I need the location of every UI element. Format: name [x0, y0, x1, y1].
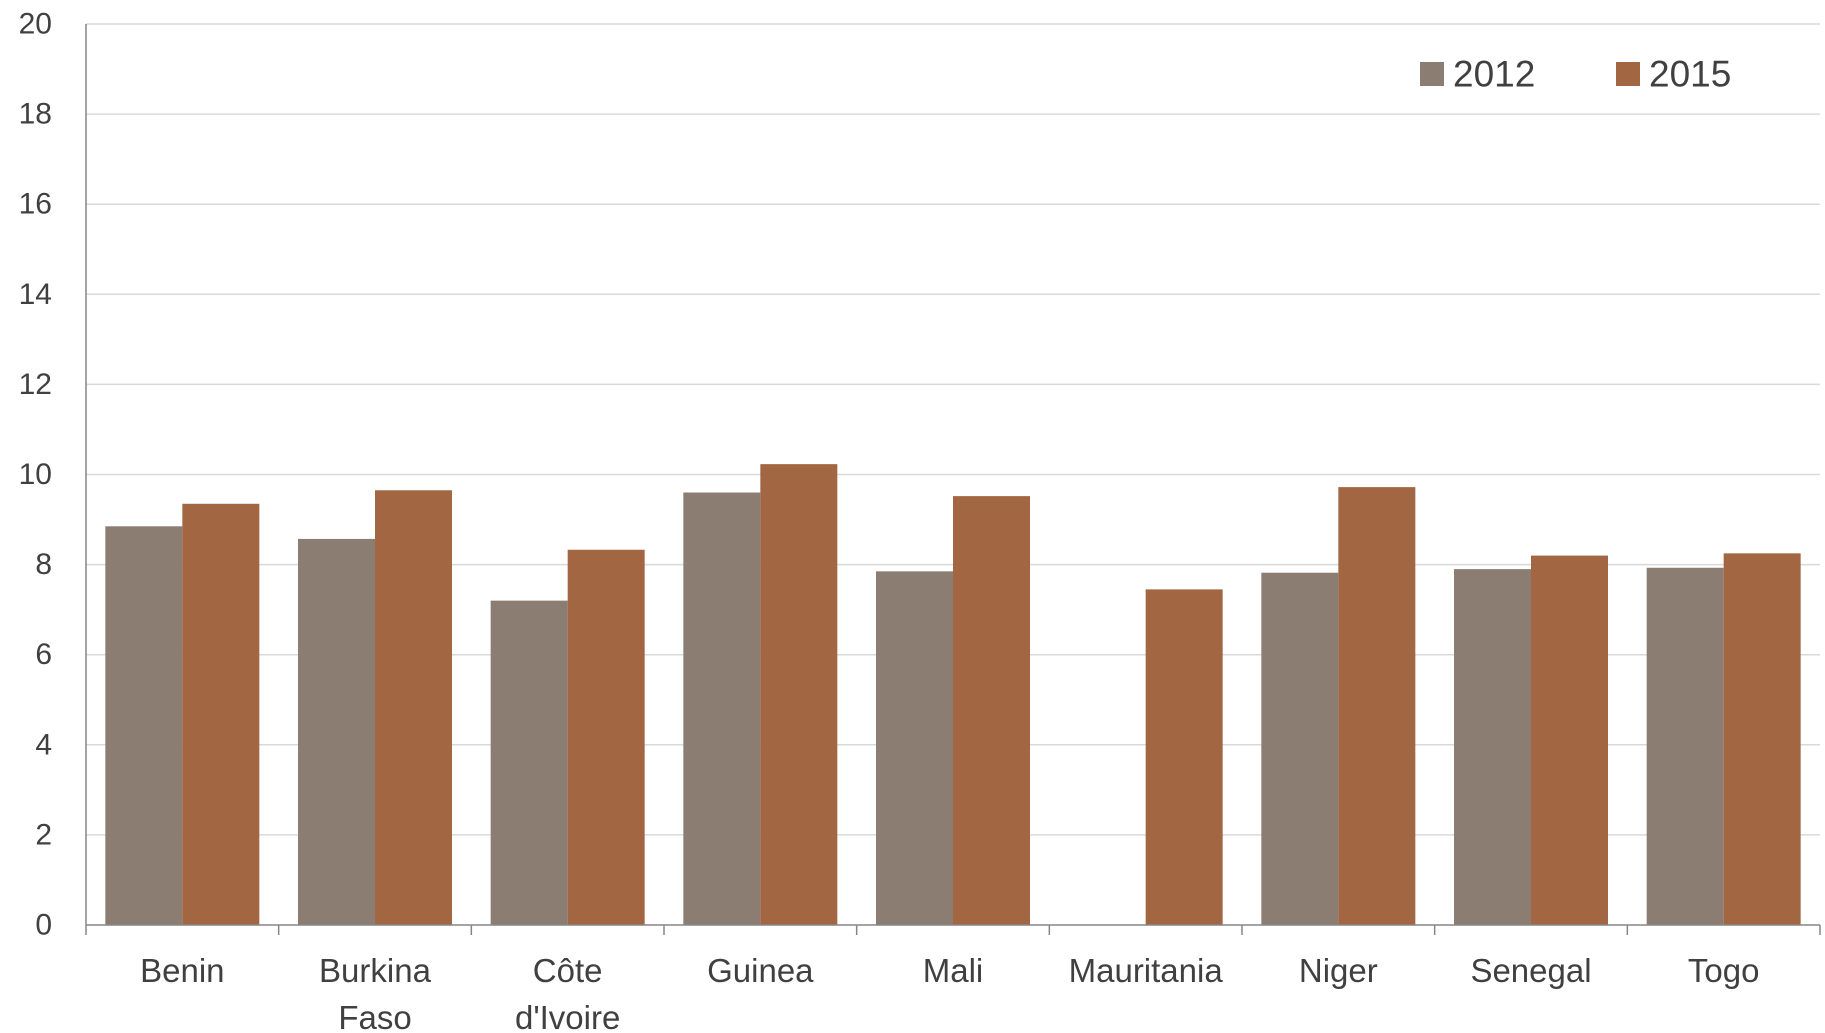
x-tick-label: Burkina Faso — [319, 952, 432, 1033]
x-tick-label: Mauritania — [1069, 952, 1224, 989]
bar-2012-2 — [490, 600, 568, 925]
x-tick-label-line: d'Ivoire — [515, 999, 620, 1033]
bar-2015-3 — [760, 464, 838, 925]
legend-label: 2012 — [1453, 54, 1535, 95]
y-tick-label: 14 — [19, 278, 52, 311]
bar-2015-7 — [1531, 555, 1608, 925]
x-tick-label-line: Niger — [1299, 952, 1378, 989]
y-tick-label: 10 — [19, 458, 52, 491]
legend-swatch-2015 — [1616, 62, 1640, 86]
bar-2015-1 — [375, 490, 452, 925]
legend-label: 2015 — [1649, 54, 1731, 95]
bars — [105, 464, 1801, 925]
bar-2012-6 — [1261, 572, 1339, 925]
x-tick-label: Côte d'Ivoire — [515, 952, 620, 1033]
x-tick-label: Guinea — [707, 952, 814, 989]
y-tick-label: 4 — [35, 728, 52, 761]
y-tick-label: 20 — [19, 8, 52, 41]
y-tick-label: 2 — [35, 818, 52, 851]
legend-swatch-2012 — [1420, 62, 1444, 86]
axes — [85, 24, 1820, 926]
bar-2012-4 — [876, 571, 953, 925]
x-tick-label: Benin — [140, 952, 224, 989]
y-tick-label: 16 — [19, 188, 52, 221]
x-tick-label: Togo — [1688, 952, 1760, 989]
x-tick-label-line: Guinea — [707, 952, 814, 989]
y-tick-label: 0 — [35, 909, 52, 942]
x-tick-label-line: Faso — [338, 999, 411, 1033]
bar-2012-8 — [1646, 567, 1724, 925]
bar-2012-3 — [683, 492, 761, 925]
bar-2015-4 — [953, 496, 1030, 925]
x-tick-label-line: Benin — [140, 952, 224, 989]
x-tick-label-line: Côte — [533, 952, 603, 989]
x-tick-label: Niger — [1299, 952, 1378, 989]
bar-2012-1 — [298, 538, 375, 925]
x-tick-label: Mali — [923, 952, 984, 989]
y-tick-label: 8 — [35, 548, 52, 581]
legend: 2012 2015 — [1420, 54, 1731, 95]
x-tick-label-line: Mauritania — [1069, 952, 1224, 989]
x-tick-label-line: Togo — [1688, 952, 1760, 989]
bar-2015-0 — [182, 503, 260, 925]
x-tick-label-line: Burkina — [319, 952, 432, 989]
y-tick-label: 6 — [35, 638, 52, 671]
x-tick-label: Senegal — [1470, 952, 1591, 989]
x-tick-label-line: Senegal — [1470, 952, 1591, 989]
y-axis-ticks: 0 2 4 6 8 10 12 14 16 18 20 — [19, 8, 52, 942]
bar-2012-0 — [105, 526, 183, 925]
x-tick-label-line: Mali — [923, 952, 984, 989]
bar-2015-8 — [1723, 553, 1801, 925]
x-axis-ticks: Benin Burkina Faso Côte d'Ivoire Guinea Mali Ma… — [85, 925, 1821, 1033]
bar-2015-2 — [567, 549, 645, 925]
bar-2012-7 — [1454, 569, 1531, 925]
bar-2015-6 — [1338, 487, 1416, 925]
y-tick-label: 18 — [19, 98, 52, 131]
bar-2015-5 — [1145, 589, 1223, 925]
y-tick-label: 12 — [19, 368, 52, 401]
